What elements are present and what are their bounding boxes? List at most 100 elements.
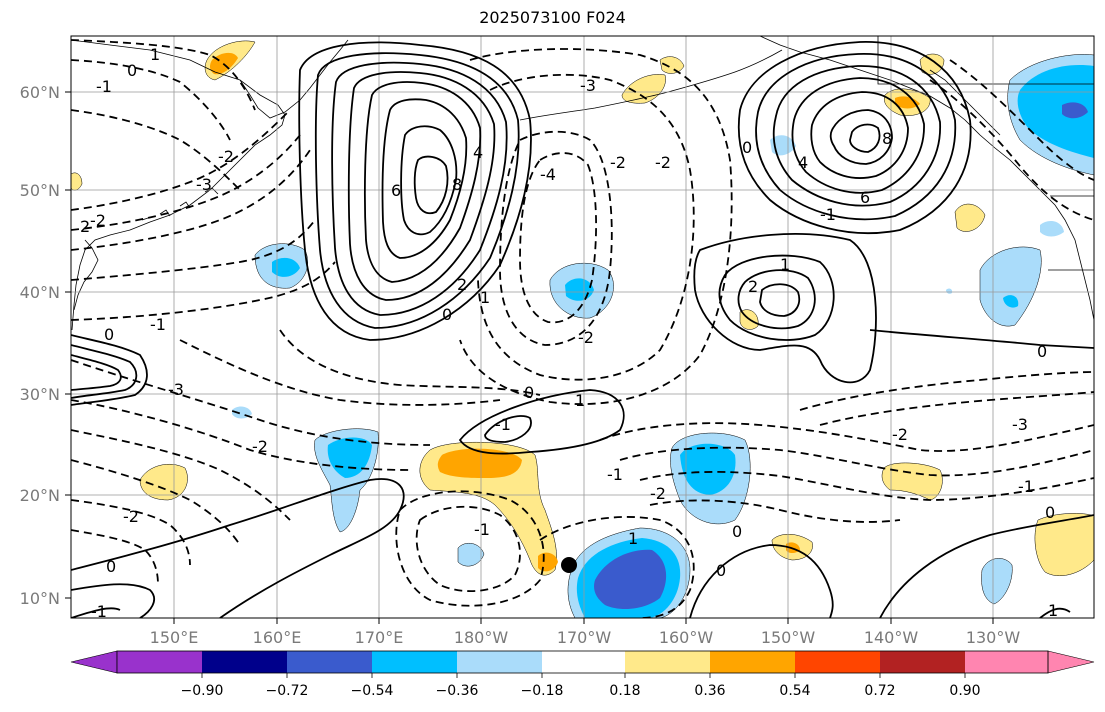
contour-neg-east-6 — [819, 391, 1094, 426]
contour-neg-nw-7 — [71, 219, 316, 281]
lat-label-10: 10°N — [20, 589, 60, 608]
cbar-label-4: −0.36 — [436, 683, 479, 699]
contour-label-group: 0 1 -1 -2 -3 2 -2 -1 0 8 6 4 2 1 0 -3 -2… — [80, 45, 1058, 621]
contour-neg-nw-3 — [71, 109, 241, 191]
anomaly-shade-39 — [1034, 513, 1094, 576]
contour-label-11: 6 — [391, 181, 401, 200]
contour-label-28: -2 — [578, 328, 594, 347]
contour-40n-high-2 — [737, 269, 816, 330]
contour-label-20: -4 — [540, 165, 556, 184]
colorbar-segment-6 — [542, 651, 625, 673]
contour-east-high-4 — [791, 77, 925, 194]
contour-neg-storm-2 — [415, 505, 521, 593]
contour-neg-north-ne — [949, 59, 1094, 181]
lon-label-170w: 170°W — [557, 628, 612, 647]
lon-label-150e: 150°E — [150, 628, 199, 647]
contour-label-46: 1 — [1048, 601, 1058, 620]
contour-east-high-1 — [737, 41, 972, 234]
contour-neg-north-ne-2 — [929, 79, 1094, 221]
contour-ne-pacific-0 — [693, 233, 877, 384]
contour-west-high-4 — [347, 71, 496, 301]
contour-neg-nw-5 — [71, 134, 301, 231]
latitude-labels: 60°N 50°N 40°N 30°N 20°N 10°N — [20, 83, 60, 608]
contour-label-30: -3 — [1012, 415, 1028, 434]
contour-label-36: 0 — [524, 383, 534, 402]
anomaly-shade-3 — [621, 74, 666, 104]
cbar-label-1: −0.90 — [181, 683, 224, 699]
contour-central-1-inner — [484, 415, 532, 443]
contour-label-34: -1 — [495, 415, 511, 434]
contour-neg-mid-7 — [71, 359, 431, 446]
coastline-kamchatka — [239, 39, 349, 119]
map-frame — [70, 35, 1095, 619]
contour-label-26: -1 — [820, 205, 836, 224]
contour-west-edge-1 — [71, 334, 148, 406]
anomaly-shade-38 — [981, 558, 1013, 605]
contour-label-39: -2 — [650, 484, 666, 503]
anomaly-shade-25 — [327, 437, 372, 478]
contour-neg-nw-8 — [71, 261, 336, 321]
lat-label-50: 50°N — [20, 181, 60, 200]
lat-label-60: 60°N — [20, 83, 60, 102]
contour-east-0-line — [869, 329, 1094, 349]
contour-west-high-6 — [381, 98, 468, 259]
contour-east-high-3 — [772, 65, 941, 207]
contour-40n-high-3 — [759, 283, 801, 317]
contour-west-high-2 — [314, 52, 520, 329]
contour-label-33: -2 — [892, 425, 908, 444]
lat-label-30: 30°N — [20, 385, 60, 404]
contour-west-high-7 — [400, 125, 458, 236]
contour-label-31: -1 — [1018, 477, 1034, 496]
contour-label-8: -1 — [150, 315, 166, 334]
anomaly-shade-14 — [979, 246, 1042, 327]
contour-neg-nw-2 — [71, 59, 231, 141]
colorbar: −0.90 −0.72 −0.54 −0.36 −0.18 0.18 0.36 … — [70, 650, 1095, 699]
contour-label-13: 2 — [457, 275, 467, 294]
anomaly-shade-6 — [895, 96, 920, 109]
contour-label-5: -3 — [196, 175, 212, 194]
contour-label-22: 6 — [860, 188, 870, 207]
contour-neg-mid-9 — [71, 429, 291, 521]
anomaly-shade-15 — [1003, 295, 1019, 308]
contour-west-high-5 — [363, 81, 482, 283]
contour-label-7: -2 — [90, 211, 106, 230]
cbar-label-7: 0.36 — [694, 683, 725, 699]
contour-label-32: 0 — [1045, 503, 1055, 522]
lon-label-140w: 140°W — [864, 628, 919, 647]
plot-title: 2025073100 F024 — [479, 8, 626, 27]
contour-neg-mid-2 — [519, 152, 597, 324]
contour-label-40: -1 — [607, 465, 623, 484]
contour-label-45: -1 — [91, 602, 107, 621]
lon-label-170e: 170°E — [355, 628, 404, 647]
anomaly-shade-34 — [594, 549, 667, 610]
contour-label-19: 0 — [742, 138, 752, 157]
contour-east-high-6 — [829, 109, 893, 165]
colorbar-segment-11 — [965, 651, 1048, 673]
contour-40n-high-1 — [718, 254, 835, 341]
anomaly-shade-18 — [272, 257, 300, 277]
contour-west-edge-3 — [71, 354, 122, 391]
contour-neg-mid-11 — [71, 499, 191, 566]
contour-label-37: -1 — [474, 520, 490, 539]
contour-south-0-mid — [71, 583, 155, 618]
coastline-kuril-3 — [159, 209, 171, 217]
contour-label-47: 0 — [106, 557, 116, 576]
contour-neg-east-1 — [599, 422, 1094, 452]
contour-neg-mid-5 — [279, 329, 541, 396]
contour-west-high-8 — [413, 155, 449, 215]
colorbar-segment-8 — [710, 651, 795, 673]
contour-south-0-far-east — [879, 514, 1094, 618]
contour-lines-negative — [71, 39, 1094, 618]
lon-label-150w: 150°W — [761, 628, 816, 647]
contour-label-3: -1 — [96, 77, 112, 96]
contour-neg-nw-4 — [71, 109, 291, 211]
contour-neg-nw-6 — [71, 149, 311, 251]
lat-label-20: 20°N — [20, 486, 60, 505]
colorbar-segment-4 — [372, 651, 457, 673]
anomaly-shade-23 — [139, 464, 188, 501]
contour-label-35: 1 — [575, 391, 585, 410]
colorbar-segment-1 — [117, 651, 202, 673]
contour-neg-east-3 — [639, 471, 1094, 501]
contour-south-1-far-east — [1039, 607, 1071, 618]
colorbar-segment-9 — [795, 651, 880, 673]
